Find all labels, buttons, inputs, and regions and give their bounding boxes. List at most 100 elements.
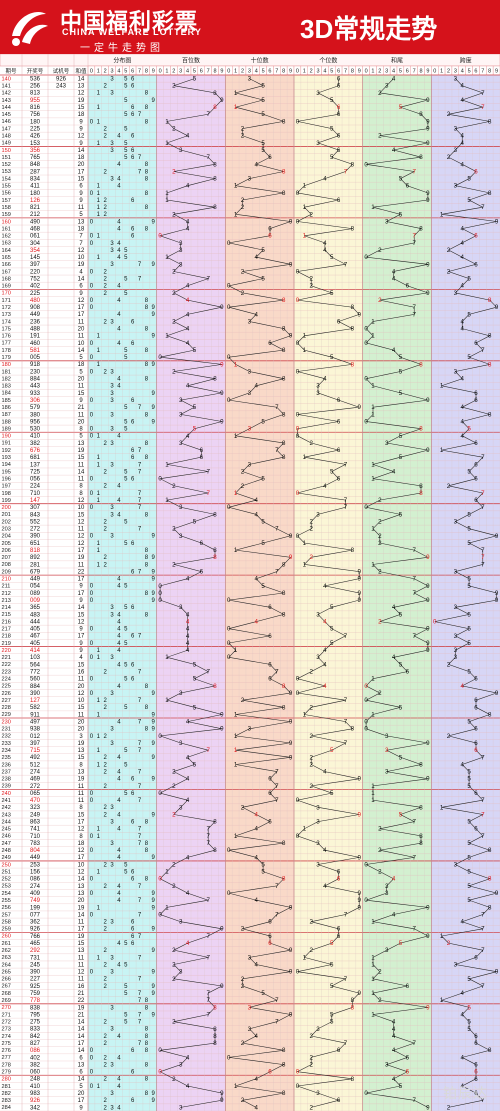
fenbu-digit: 0 [90,598,94,604]
trend-digit-ge: 2 [309,783,313,790]
trend-digit-hewei: 6 [406,1069,410,1076]
fenbu-digit: 7 [138,669,142,675]
trend-digit-kuadu: 6 [474,476,478,483]
trend-digit-shi: 4 [255,619,259,626]
trend-digit-bai: 3 [179,147,183,154]
sum-value: 12 [78,827,85,833]
draw-number: 725 [30,469,41,475]
fenbu-digit: 4 [117,584,121,590]
trend-digit-hewei: 0 [364,726,368,733]
trend-digit-ge: 2 [309,761,313,768]
trend-digit-shi: 4 [255,811,259,818]
fenbu-digit: 2 [103,1034,107,1040]
trend-digit-shi: 8 [282,168,286,175]
issue-number: 221 [2,655,11,661]
trend-digit-bai: 3 [179,919,183,926]
trend-digit-kuadu: 6 [474,261,478,268]
fenbu-digit: 1 [97,212,101,218]
trend-digit-shi: 6 [268,1069,272,1076]
fenbu-digit: 1 [97,184,101,190]
draw-number: 955 [30,98,41,104]
fenbu-digit: 6 [131,419,135,425]
fenbu-digit: 0 [90,691,94,697]
fenbu-digit: 7 [138,569,142,575]
fenbu-digit: 5 [124,112,128,118]
draw-number: 089 [30,591,41,597]
trend-digit-kuadu: 5 [467,197,471,204]
fenbu-digit: 4 [117,769,121,775]
issue-number: 284 [2,1105,11,1111]
trend-digit-kuadu: 7 [481,833,485,840]
trend-digit-bai: 2 [172,83,176,90]
fenbu-digit: 4 [117,612,121,618]
fenbu-digit: 4 [117,684,121,690]
sum-value: 17 [78,591,85,597]
sum-value: 14 [78,1020,85,1026]
trend-digit-shi: 4 [255,961,259,968]
trend-digit-shi: 2 [241,1097,245,1104]
draw-number: 759 [30,991,41,997]
trend-digit-shi: 6 [268,919,272,926]
trend-digit-hewei: 4 [392,911,396,918]
trend-digit-kuadu: 2 [447,247,451,254]
trend-digit-kuadu: 6 [474,740,478,747]
issue-number: 204 [2,534,11,540]
trend-digit-hewei: 1 [371,990,375,997]
digit-header-hewei-3: 3 [385,68,388,74]
issue-number: 275 [2,1041,11,1047]
trend-digit-shi: 6 [268,604,272,611]
digit-header-bai-1: 1 [165,68,168,74]
trend-digit-bai: 5 [193,426,197,433]
trend-digit-shi: 6 [268,661,272,668]
fenbu-digit: 3 [110,462,114,468]
fenbu-digit: 5 [124,791,128,797]
sum-value: 21 [78,991,85,997]
column-header-draw: 开奖号 [27,67,44,75]
fenbu-digit: 1 [97,362,101,368]
trend-digit-ge: 4 [323,883,327,890]
sum-value: 11 [78,977,85,983]
trend-digit-kuadu: 4 [461,326,465,333]
trend-digit-bai: 7 [206,990,210,997]
trend-digit-hewei: 2 [378,540,382,547]
trend-digit-kuadu: 9 [495,969,499,976]
draw-number: 443 [30,384,41,390]
sum-value: 13 [78,219,85,225]
trend-digit-shi: 7 [275,783,279,790]
fenbu-digit: 9 [152,970,156,976]
trend-digit-ge: 5 [330,640,334,647]
column-header-trial: 试机号 [53,67,70,75]
fenbu-digit: 4 [117,434,121,440]
trend-digit-shi: 7 [275,797,279,804]
trend-digit-bai: 4 [186,626,190,633]
trend-digit-shi: 7 [275,526,279,533]
draw-number: 236 [30,319,41,325]
issue-number: 178 [2,348,11,354]
fenbu-digit: 5 [124,255,128,261]
fenbu-digit: 5 [124,984,128,990]
fenbu-digit: 9 [152,898,156,904]
trend-digit-bai: 3 [179,1104,183,1111]
draw-number: 483 [30,612,41,618]
fenbu-digit: 6 [131,605,135,611]
trend-digit-hewei: 1 [371,797,375,804]
issue-number: 249 [2,855,11,861]
fenbu-digit: 8 [145,298,149,304]
trend-digit-bai: 8 [213,1040,217,1047]
trend-digit-shi: 0 [227,240,231,247]
trend-digit-hewei: 9 [426,740,430,747]
trend-digit-hewei: 9 [426,447,430,454]
fenbu-digit: 7 [138,955,142,961]
fenbu-digit: 0 [90,734,94,740]
sum-value: 14 [78,76,85,82]
fenbu-digit: 3 [110,920,114,926]
trend-digit-ge: 5 [330,1011,334,1018]
fenbu-digit: 2 [103,705,107,711]
trend-digit-hewei: 0 [364,719,368,726]
trend-digit-shi: 8 [282,683,286,690]
issue-number: 197 [2,484,11,490]
trend-digit-ge: 6 [337,133,341,140]
fenbu-digit: 6 [131,870,135,876]
trend-digit-bai: 0 [158,790,162,797]
fenbu-digit: 2 [103,441,107,447]
